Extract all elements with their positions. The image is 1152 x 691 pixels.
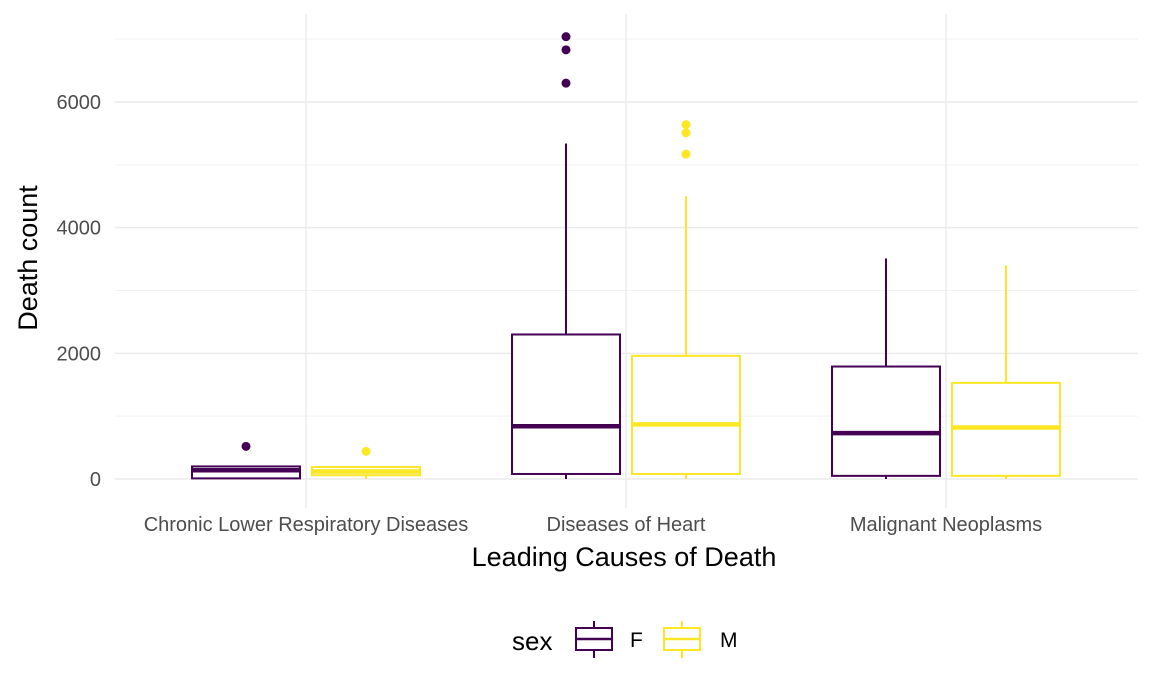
x-axis-title: Leading Causes of Death (472, 542, 777, 572)
box-F-2 (831, 258, 941, 479)
y-axis-tick-labels: 0 2000 4000 6000 (57, 92, 102, 491)
legend-title: sex (512, 626, 552, 656)
box-M-0 (311, 446, 421, 479)
box-rect (631, 354, 741, 475)
outlier-point (681, 149, 691, 159)
box-F-1 (511, 32, 621, 479)
y-axis-title: Death count (13, 185, 43, 331)
y-tick-label: 4000 (57, 218, 102, 240)
legend-key-M: M (663, 621, 738, 658)
x-axis-tick-labels: Chronic Lower Respiratory Diseases Diseas… (144, 514, 1042, 536)
legend: sex F M (512, 621, 738, 658)
x-tick-label: Chronic Lower Respiratory Diseases (144, 514, 469, 536)
outlier-point (681, 120, 691, 130)
y-tick-label: 0 (90, 469, 101, 491)
y-tick-label: 6000 (57, 92, 102, 114)
box-F-0 (191, 441, 301, 480)
outlier-point (681, 128, 691, 138)
y-tick-label: 2000 (57, 343, 102, 365)
outlier-point (241, 441, 251, 451)
box-groups (191, 32, 1061, 480)
box-M-1 (631, 120, 741, 479)
box-rect (831, 365, 941, 477)
box-M-2 (951, 265, 1061, 479)
outlier-point (361, 446, 371, 456)
legend-key-F: F (575, 621, 643, 658)
outlier-point (561, 78, 571, 88)
box-rect (511, 333, 621, 475)
x-tick-label: Malignant Neoplasms (850, 514, 1042, 536)
legend-label: F (630, 629, 643, 652)
x-tick-label: Diseases of Heart (547, 514, 706, 536)
outlier-point (561, 45, 571, 55)
outlier-point (561, 32, 571, 42)
legend-label: M (720, 629, 738, 652)
